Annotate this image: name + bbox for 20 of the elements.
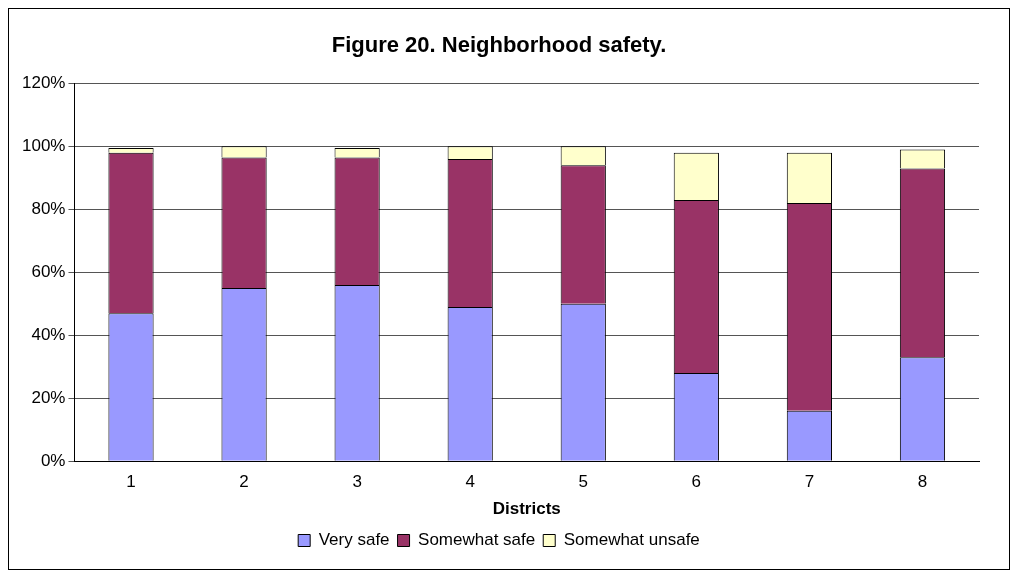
x-tick-label: 6 [691, 472, 702, 492]
x-tick-label: 3 [352, 472, 362, 492]
chart-title: Figure 20. Neighborhood safety. [331, 32, 667, 58]
y-tick-label: 80% [31, 199, 66, 219]
legend-label: Somewhat unsafe [563, 530, 700, 550]
y-tick-label: 100% [22, 136, 66, 156]
x-tick-label: 5 [578, 472, 589, 492]
legend-label: Somewhat safe [418, 530, 536, 550]
legend-label: Very safe [318, 530, 390, 550]
y-tick-label: 20% [31, 387, 66, 407]
y-tick-label: 0% [40, 450, 66, 470]
x-tick-label: 4 [465, 472, 475, 492]
x-tick-label: 8 [917, 472, 928, 492]
x-tick-label: 2 [239, 472, 249, 492]
x-tick-label: 1 [126, 472, 136, 492]
x-axis-title: Districts [492, 499, 561, 519]
y-tick-label: 60% [31, 261, 66, 281]
y-tick-label: 40% [31, 324, 66, 344]
y-tick-label: 120% [22, 73, 66, 93]
x-tick-label: 7 [804, 472, 815, 492]
